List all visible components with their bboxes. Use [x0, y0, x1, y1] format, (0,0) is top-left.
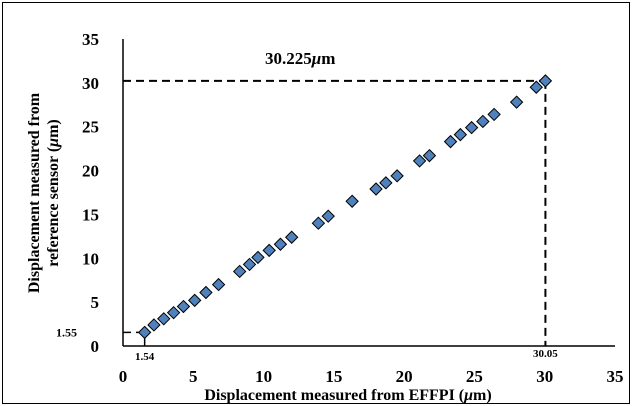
data-point [345, 194, 359, 208]
data-point [311, 216, 326, 230]
y-tick-label: 10 [82, 249, 99, 268]
low-y-label: 1.55 [56, 325, 77, 339]
data-point [251, 250, 265, 265]
y-tick-label: 20 [82, 162, 99, 181]
x-tick-label: 15 [325, 367, 342, 386]
x-tick-label: 30 [536, 367, 553, 386]
x-axis-title: Displacement measured from EFFPI (μm) [204, 387, 491, 404]
data-point [262, 243, 276, 258]
x-tick-label: 0 [119, 367, 128, 386]
data-point [199, 285, 213, 300]
y-tick-label: 0 [91, 337, 100, 356]
data-point [529, 80, 543, 94]
data-point [464, 120, 479, 135]
tick-labels-group: 0 5 10 15 20 25 30 35 0 5 10 15 20 25 30 35 [82, 30, 624, 386]
low-x-label: 1.54 [135, 351, 155, 363]
x-guide-label: 30.05 [533, 348, 558, 360]
data-point [284, 230, 299, 244]
x-tick-label: 10 [255, 367, 272, 386]
top-value-label: 30.225μm [265, 49, 335, 68]
data-point [166, 305, 181, 320]
y-tick-label: 25 [82, 118, 99, 137]
data-point [476, 114, 490, 129]
data-point [242, 257, 257, 272]
data-point [487, 107, 501, 122]
annotation-labels-group: 30.225μm 1.54 1.55 30.05 [56, 49, 558, 363]
data-point [211, 277, 226, 292]
axes-group [122, 39, 615, 347]
data-point [273, 237, 288, 251]
data-point [538, 74, 553, 88]
data-point [232, 264, 247, 279]
x-tick-label: 20 [396, 367, 413, 386]
data-point [422, 148, 437, 163]
scatter-chart: 0 5 10 15 20 25 30 35 0 5 10 15 20 25 30 35 30.225μm 1.5… [26, 30, 624, 404]
data-point [321, 209, 335, 223]
data-point [509, 95, 524, 109]
y-tick-label: 5 [91, 293, 100, 312]
data-point [390, 169, 404, 183]
data-point [157, 312, 171, 326]
data-point [412, 154, 427, 168]
y-tick-label: 30 [82, 74, 99, 93]
data-point [443, 134, 458, 149]
x-tick-label: 5 [189, 367, 198, 386]
y-tick-label: 15 [82, 205, 99, 224]
data-point [369, 182, 383, 196]
data-point [176, 299, 191, 314]
data-point [453, 127, 468, 142]
y-axis-title: Displacement measured from reference sens… [26, 92, 62, 293]
x-tick-label: 25 [466, 367, 483, 386]
data-point [187, 293, 202, 308]
data-point [137, 325, 152, 340]
x-tick-label: 35 [607, 367, 624, 386]
y-tick-label: 35 [82, 30, 99, 49]
data-point [379, 176, 393, 190]
data-point [147, 318, 161, 332]
data-points-group [137, 74, 553, 340]
